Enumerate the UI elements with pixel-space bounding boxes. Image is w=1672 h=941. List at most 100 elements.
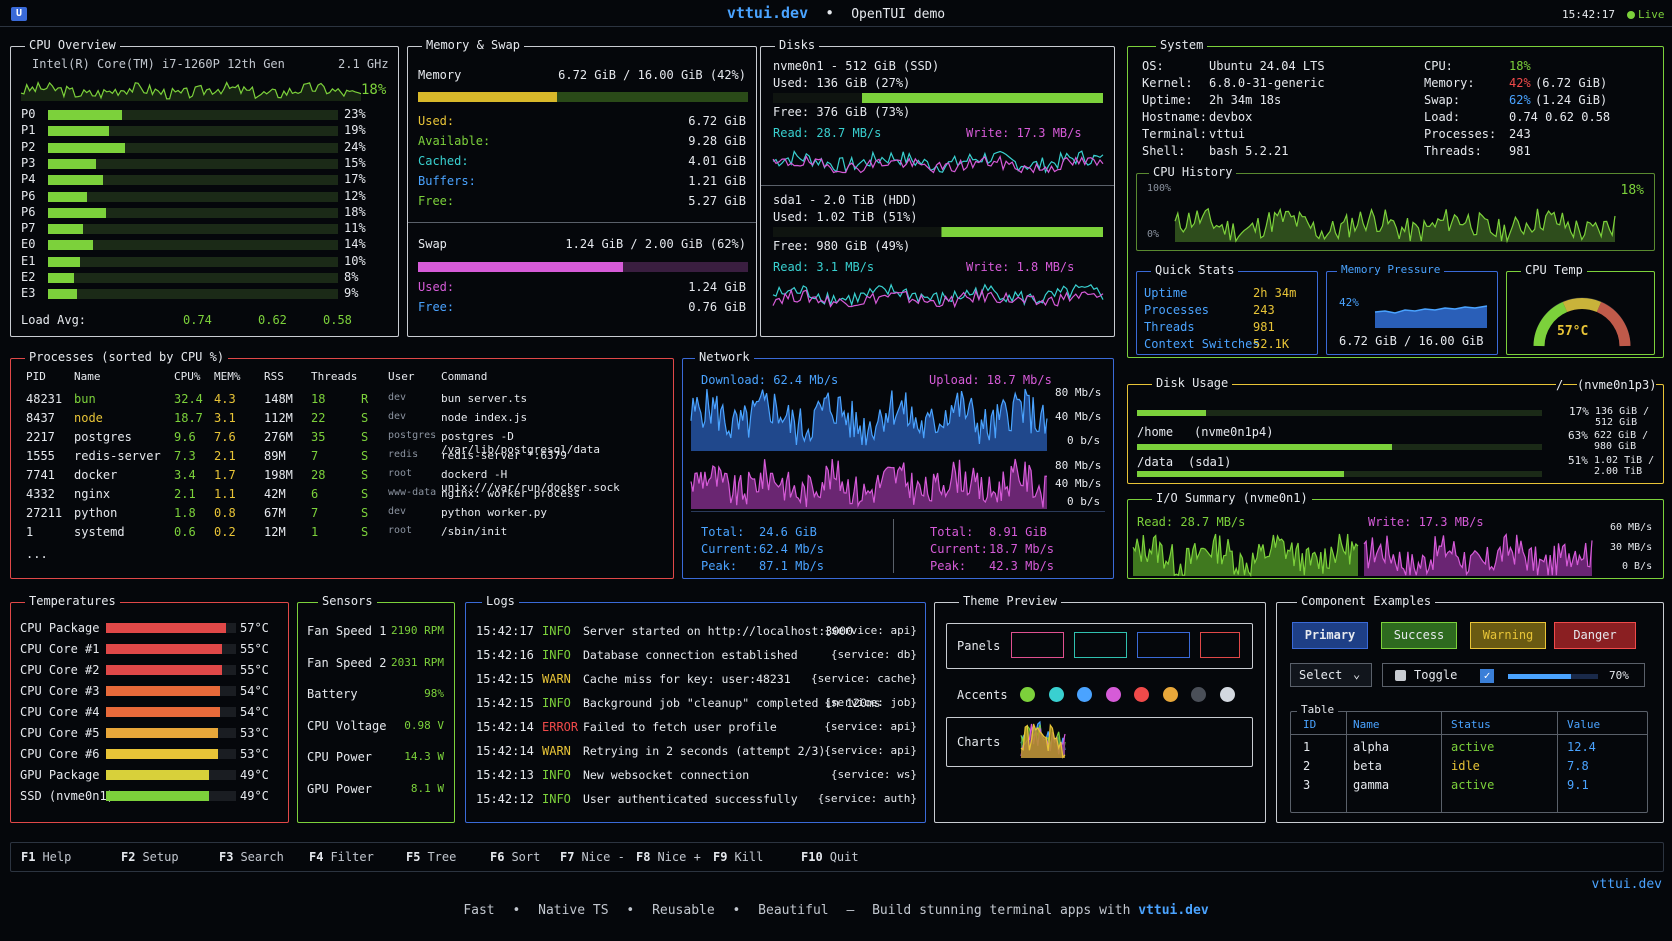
process-cell: python — [74, 506, 118, 520]
disk-write-line — [772, 154, 1104, 174]
brand-link[interactable]: vttui.dev — [1591, 877, 1662, 892]
cpu-overview-title: CPU Overview — [25, 38, 120, 52]
memory-pressure-percent: 42% — [1339, 296, 1359, 309]
component-table-cell: 7.8 — [1567, 759, 1589, 773]
log-service: {service: ws} — [830, 768, 917, 781]
header-subtitle: OpenTUI demo — [851, 7, 946, 22]
log-level: INFO — [542, 792, 571, 806]
disk-read: Read: 3.1 MB/s — [773, 260, 875, 274]
header-sep: • — [825, 4, 835, 22]
ul-total: 8.91 GiB — [989, 525, 1047, 539]
component-table-divider — [1346, 712, 1347, 812]
process-cell: 1.8 — [174, 506, 196, 520]
process-cell: 35 — [311, 430, 326, 444]
sensor-label: CPU Voltage — [307, 718, 387, 733]
log-level: INFO — [542, 624, 571, 638]
system-stat-key: Memory: — [1424, 76, 1475, 90]
disk-read-line — [772, 150, 1104, 174]
load-label: Load Avg: — [21, 313, 87, 327]
function-key-f7[interactable]: F7 Nice - — [560, 850, 625, 864]
temperature-bar — [106, 728, 236, 738]
function-key-f1[interactable]: F1 Help — [21, 850, 71, 864]
sensor-label: Fan Speed 1 — [307, 624, 387, 638]
checkbox-checked-icon[interactable]: ✓ — [1480, 669, 1494, 683]
process-column-header: MEM% — [214, 370, 241, 383]
disk-free: Free: 980 GiB (49%) — [773, 239, 911, 253]
download-line — [690, 388, 1048, 446]
tagline-link[interactable]: vttui.dev — [1138, 903, 1209, 918]
log-level: WARN — [542, 672, 571, 686]
theme-preview-title: Theme Preview — [959, 594, 1061, 608]
log-time: 15:42:13 — [476, 768, 534, 782]
function-key-f10[interactable]: F10 Quit — [801, 850, 859, 864]
function-key-f2[interactable]: F2 Setup — [121, 850, 179, 864]
function-key-f5[interactable]: F5 Tree — [406, 850, 456, 864]
live-dot-icon — [1627, 11, 1635, 19]
select-label: Select — [1299, 668, 1343, 682]
toggle-label[interactable]: Toggle — [1414, 668, 1458, 682]
memory-bar — [418, 92, 748, 102]
io-read: Read: 28.7 MB/s — [1137, 515, 1246, 529]
log-level: INFO — [542, 768, 571, 782]
quick-stats-panel: Quick Stats Uptime 2h 34m Processes 243 Thre… — [1136, 263, 1318, 355]
function-key-f4[interactable]: F4 Filter — [309, 850, 374, 864]
core-percent: 12% — [344, 188, 366, 203]
component-table-header-cell: Status — [1451, 718, 1491, 731]
process-cell: 9.6 — [174, 430, 196, 444]
component-examples-title: Component Examples — [1297, 594, 1436, 608]
log-service: {service: job} — [824, 696, 917, 709]
system-key: OS: — [1142, 59, 1164, 73]
sensor-label: Fan Speed 2 — [307, 655, 387, 670]
warning-button[interactable]: Warning — [1470, 622, 1546, 649]
process-cell: bun server.ts — [441, 392, 528, 405]
function-key-f6[interactable]: F6 Sort — [490, 850, 540, 864]
header-site[interactable]: vttui.dev — [726, 4, 809, 22]
accent-swatch — [1191, 687, 1206, 702]
quick-stat-key: Threads — [1144, 320, 1195, 334]
component-table-cell: 12.4 — [1567, 740, 1596, 754]
component-table-header-cell: ID — [1303, 718, 1317, 731]
core-percent: 19% — [344, 123, 366, 138]
temperature-label: CPU Core #2 — [20, 663, 100, 677]
danger-button[interactable]: Danger — [1554, 622, 1636, 649]
memory-stat-value: 5.27 GiB — [688, 194, 746, 208]
process-column-header: Threads — [311, 370, 358, 383]
network-rule — [691, 511, 1105, 512]
function-key-f8[interactable]: F8 Nice + — [636, 850, 701, 864]
memory-pressure-title: Memory Pressure — [1337, 263, 1445, 276]
quick-stat-value: 981 — [1253, 320, 1275, 334]
quick-stat-key: Processes — [1144, 303, 1210, 317]
process-cell: S — [361, 449, 369, 463]
system-value: devbox — [1209, 110, 1253, 124]
dl-total: 24.6 GiB — [759, 525, 817, 539]
function-key-f9[interactable]: F9 Kill — [713, 850, 763, 864]
success-button[interactable]: Success — [1381, 622, 1457, 649]
log-time: 15:42:14 — [476, 744, 534, 758]
log-service: {service: api} — [824, 744, 917, 757]
primary-button[interactable]: Primary — [1292, 622, 1368, 649]
quick-stat-key: Context Switches — [1144, 337, 1260, 351]
component-examples-panel: Component Examples Primary Success Warni… — [1276, 594, 1664, 823]
swap-stat-label: Used: — [418, 280, 455, 294]
processes-panel: Processes (sorted by CPU %) PID Name CPU% M… — [10, 350, 674, 579]
select-dropdown[interactable]: Select ⌄ — [1290, 663, 1372, 687]
log-message: New websocket connection — [583, 768, 750, 782]
download-scale-min: 0 b/s — [1067, 434, 1101, 447]
system-stat-key: CPU: — [1424, 59, 1453, 73]
temperature-label: GPU Package — [20, 768, 100, 782]
core-percent: 11% — [344, 221, 366, 236]
function-key-f3[interactable]: F3 Search — [219, 850, 284, 864]
disk-io-chart — [772, 283, 1104, 309]
cpu-model: Intel(R) Core(TM) i7-1260P 12th Gen — [32, 57, 285, 71]
temperature-value: 57°C — [240, 621, 269, 635]
clock: 15:42:17 — [1562, 8, 1615, 21]
component-table-cell: 9.1 — [1567, 778, 1589, 792]
process-cell: 1 — [311, 525, 319, 539]
disk-io-chart — [772, 150, 1104, 174]
sensor-value: 2031 RPM — [391, 655, 444, 669]
tagline-dash: — — [846, 903, 855, 918]
function-key-code: F5 — [406, 850, 421, 864]
component-table-cell: active — [1451, 778, 1495, 792]
slider-track[interactable] — [1508, 674, 1598, 679]
process-cell: dev — [388, 506, 407, 517]
